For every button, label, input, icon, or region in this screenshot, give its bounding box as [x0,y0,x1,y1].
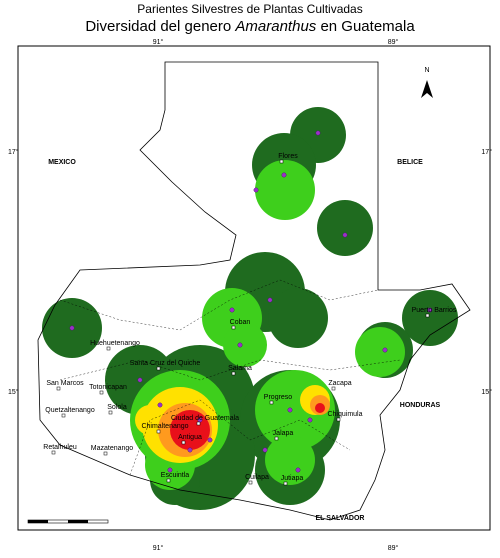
city-marker [156,429,161,434]
sample-point [69,325,75,331]
coordinate-label: 91° [153,38,164,46]
diversity-zone [135,405,165,435]
city-marker [279,159,284,164]
country-border [37,61,471,521]
sample-point [307,417,313,423]
city-marker [166,478,171,483]
sample-point [267,297,273,303]
sample-point [281,172,287,178]
city-label: Zacapa [328,380,351,387]
subtitle-end: en Guatemala [316,18,415,35]
city-label: Puerto Barrios [412,307,457,314]
map-frame [17,45,491,531]
city-label: Mazatenango [91,445,134,452]
city-marker [248,480,253,485]
sample-point [137,377,143,383]
city-marker [99,390,104,395]
sample-point [287,407,293,413]
city-marker [231,325,236,330]
city-marker [231,371,236,376]
diversity-zone [315,403,325,413]
city-label: Chiquimula [327,411,362,418]
city-marker [106,346,111,351]
coordinate-label: 17° [8,148,19,156]
city-marker [269,400,274,405]
city-marker [336,417,341,422]
department-border [59,359,401,381]
city-label: Antigua [178,434,202,441]
country-label: BELICE [397,159,423,166]
country-label: EL SALVADOR [315,515,364,522]
diversity-zone [402,290,458,346]
sample-point [253,187,259,193]
sample-point [342,232,348,238]
diversity-zone [223,323,267,367]
diversity-zone [255,160,315,220]
city-label: Retalhuleu [43,444,77,451]
coordinate-label: 15° [8,388,19,396]
sample-point [237,342,243,348]
city-label: Jutiapa [281,475,304,482]
department-border [129,399,351,476]
sample-point [262,447,268,453]
city-marker [283,481,288,486]
city-label: Jalapa [273,430,294,437]
coordinate-label: 91° [153,544,164,552]
city-marker [196,421,201,426]
city-marker [274,436,279,441]
city-label: Flores [278,153,298,160]
diversity-zone [268,288,328,348]
city-marker [181,440,186,445]
city-label: Cuilapa [245,474,269,481]
city-label: San Marcos [46,380,84,387]
country-label: HONDURAS [400,402,441,409]
scale-bar [27,519,109,524]
diversity-zone [265,435,315,485]
city-label: Huehuetenango [90,340,140,347]
subtitle: Diversidad del genero Amaranthus en Guat… [85,18,415,35]
city-marker [156,366,161,371]
city-label: Salama [228,365,252,372]
diversity-layer [42,107,458,510]
city-marker [331,386,336,391]
coordinate-label: 15° [481,388,492,396]
subtitle-start: Diversidad del genero [85,18,235,35]
subtitle-genus: Amaranthus [234,18,316,35]
sample-point [207,437,213,443]
coordinate-label: 17° [481,148,492,156]
city-marker [425,313,430,318]
city-label: Chimaltenango [141,423,188,430]
city-marker [103,451,108,456]
sample-point [229,307,235,313]
city-label: Progreso [264,394,293,401]
country-label: MEXICO [48,159,76,166]
city-marker [51,450,56,455]
sample-point [382,347,388,353]
sample-point [315,130,321,136]
diversity-zone [355,327,405,377]
city-label: Solola [107,404,127,411]
city-label: Quetzaltenango [45,407,95,414]
sample-point [167,467,173,473]
sample-point [427,307,433,313]
north-arrow: N [421,67,433,98]
city-label: Totonicapan [89,384,127,391]
city-marker [56,386,61,391]
diversity-zone [317,200,373,256]
city-label: Santa Cruz del Quiche [130,360,201,367]
title: Parientes Silvestres de Plantas Cultivad… [137,2,362,16]
sample-point [295,467,301,473]
city-marker [108,410,113,415]
sample-point [187,447,193,453]
city-label: Escuintla [161,472,190,479]
city-marker [61,413,66,418]
coordinate-label: 89° [388,544,399,552]
city-label: Coban [230,319,251,326]
city-label: Ciudad de Guatemala [171,415,239,422]
north-label: N [424,67,429,74]
sample-point [157,402,163,408]
coordinate-label: 89° [388,38,399,46]
